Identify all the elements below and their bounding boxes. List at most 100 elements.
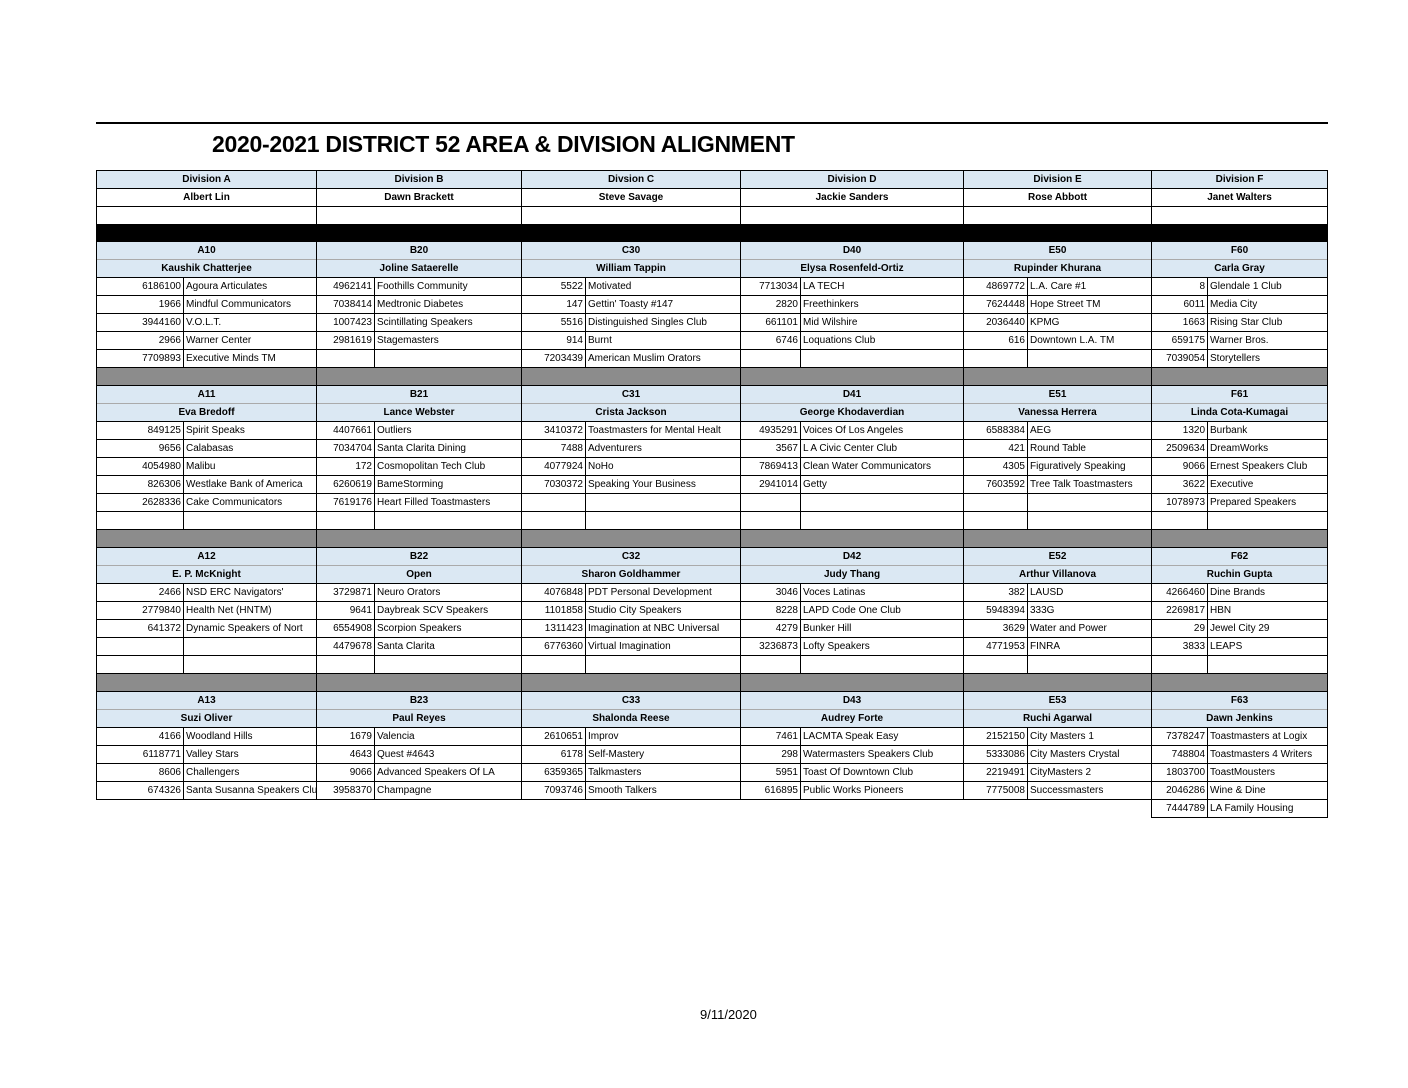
club-number: 7039054 [1151,349,1209,368]
club-name: Getty [800,475,964,494]
area-director-row: E. P. McKnight Open Sharon Goldhammer Judy … [96,565,1329,584]
club-name: Virtual Imagination [585,637,741,656]
club-number: 616 [963,331,1028,350]
area-code-row: A12 B22 C32 D42 E52 F62 [96,547,1329,566]
club-number: 298 [740,745,801,764]
club-number: 5951 [740,763,801,782]
club-number: 2820 [740,295,801,314]
club-number [316,349,375,368]
club-name [586,800,741,818]
area-code: B23 [316,691,522,710]
division-name: Division A [96,170,317,189]
club-name: Tree Talk Toastmasters [1026,475,1153,494]
club-number: 7378247 [1151,727,1209,746]
club-number: 9656 [96,439,184,458]
club-number: 9066 [1151,457,1209,476]
area-separator-band [96,367,1329,386]
area-director: Carla Gray [1151,259,1329,278]
club-name: Freethinkers [800,295,964,314]
club-name: Clean Water Communicators [800,457,964,476]
club-name: KPMG [1026,313,1153,332]
club-row: 641372 Dynamic Speakers of Nort 6554908 Sco… [96,619,1329,638]
club-name: Cosmopolitan Tech Club [374,457,522,476]
club-number: 4279 [740,619,801,638]
club-number: 1311423 [521,619,586,638]
division-name: Division D [740,170,964,189]
club-number: 1966 [96,295,184,314]
area-code: D42 [740,547,964,566]
area-code: C30 [521,241,741,260]
club-number: 3622 [1151,475,1209,494]
club-name: Westlake Bank of America [183,475,317,494]
spacer-cell [1026,511,1153,530]
area-code: D40 [740,241,964,260]
club-number: 4305 [963,457,1028,476]
club-name: Santa Clarita Dining [374,439,522,458]
club-name: Valley Stars [183,745,317,764]
club-number: 8228 [740,601,801,620]
club-number: 7603592 [963,475,1028,494]
club-name: Dine Brands [1207,583,1329,602]
club-name [1026,493,1153,512]
club-name: Voices Of Los Angeles [800,421,964,440]
club-number: 6260619 [316,475,375,494]
area-director: E. P. McKnight [96,565,317,584]
area-code: A11 [96,385,317,404]
spacer-cell [316,367,522,386]
club-name: Figuratively Speaking [1026,457,1153,476]
club-number: 674326 [96,781,184,800]
club-name: Storytellers [1207,349,1329,368]
club-number: 7709893 [96,349,184,368]
club-row: 2779840 Health Net (HNTM) 9641 Daybreak SCV… [96,601,1329,620]
club-name: Toastmasters 4 Writers [1207,745,1329,764]
club-name [800,493,964,512]
spacer-cell [962,224,1153,242]
club-number: 2509634 [1151,439,1209,458]
club-name: Champagne [374,781,522,800]
area-director: Arthur Villanova [962,565,1153,584]
club-number: 4407661 [316,421,375,440]
spacer-cell [316,511,375,530]
club-number [964,800,1028,818]
club-name: LACMTA Speak Easy [800,727,964,746]
club-number: 4166 [96,727,184,746]
spacer-cell [96,673,317,692]
club-number [522,800,586,818]
spacer-cell [740,511,801,530]
spacer-cell [1151,367,1329,386]
club-name: LA TECH [800,277,964,296]
spacer-cell [740,224,964,242]
club-row: 674326 Santa Susanna Speakers Club 3958370… [96,781,1329,800]
spacer-cell [740,367,964,386]
spacer-cell [183,511,317,530]
club-name: Stagemasters [374,331,522,350]
club-number: 4076848 [521,583,586,602]
area-director: Vanessa Herrera [962,403,1153,422]
club-name: Warner Bros. [1207,331,1329,350]
club-name: L.A. Care #1 [1026,277,1153,296]
spacer-cell [96,655,184,674]
club-name: Downtown L.A. TM [1026,331,1153,350]
club-number: 7034704 [316,439,375,458]
area-director: Audrey Forte [740,709,964,728]
club-name: Mid Wilshire [800,313,964,332]
area-separator-band [96,529,1329,548]
spacer-cell [316,655,375,674]
club-name: 333G [1026,601,1153,620]
area-director-row: Kaushik Chatterjee Joline Sataerelle Willi… [96,259,1329,278]
club-row: 4479678 Santa Clarita 6776360 Virtual Imagi… [96,637,1329,656]
club-name [375,800,522,818]
spacer-cell [96,529,317,548]
club-row: 2966 Warner Center 2981619 Stagemasters 914 B… [96,331,1329,350]
club-number: 6178 [521,745,586,764]
club-row: 6186100 Agoura Articulates 4962141 Foothill… [96,277,1329,296]
club-name: Medtronic Diabetes [374,295,522,314]
area-code: F62 [1151,547,1329,566]
club-number [741,800,801,818]
club-name: Cake Communicators [183,493,317,512]
club-name: Jewel City 29 [1207,619,1329,638]
club-name: Smooth Talkers [585,781,741,800]
club-name: Advanced Speakers Of LA [374,763,522,782]
spacer-cell [96,367,317,386]
club-number: 4077924 [521,457,586,476]
